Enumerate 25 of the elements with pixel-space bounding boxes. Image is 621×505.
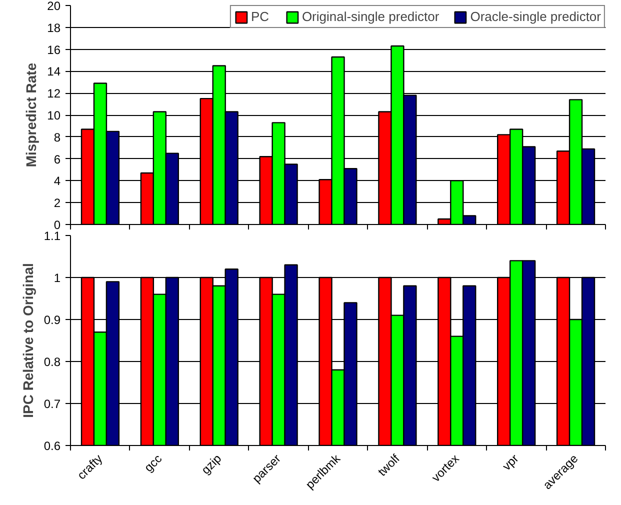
y-tick-label: 0.7 xyxy=(44,397,61,411)
x-tick-label: vpr xyxy=(500,452,522,474)
y-tick-label: 4 xyxy=(54,174,61,188)
y-tick-label: 6 xyxy=(54,152,61,166)
legend-label: Oracle-single predictor xyxy=(470,9,601,24)
y-tick-label: 8 xyxy=(54,130,61,144)
y-tick-label: 18 xyxy=(47,20,61,35)
y-tick-label: 1.1 xyxy=(44,229,61,243)
y-tick-label: 1 xyxy=(54,271,61,285)
y-tick-label: 0.9 xyxy=(44,313,61,327)
x-tick-label: gzip xyxy=(198,451,224,478)
y-tick-label: 14 xyxy=(47,64,61,79)
x-tick-label: gcc xyxy=(142,452,165,475)
y-axis-title: IPC Relative to Original xyxy=(20,263,36,418)
y-tick-label: 0 xyxy=(54,218,61,232)
y-tick-label: 16 xyxy=(47,42,61,57)
y-tick-label: 10 xyxy=(47,108,61,122)
y-tick-label: 12 xyxy=(47,86,61,101)
y-tick-label: 0.8 xyxy=(44,355,61,369)
legend-label: PC xyxy=(250,9,270,24)
y-axis-title: Mispredict Rate xyxy=(23,62,40,168)
legend-label: Original-single predictor xyxy=(302,9,440,24)
y-tick-label: 0.6 xyxy=(44,439,61,453)
y-tick-label: 20 xyxy=(47,0,61,13)
y-tick-label: 2 xyxy=(54,196,61,210)
